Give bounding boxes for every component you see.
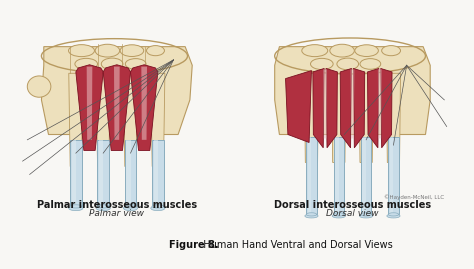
Polygon shape — [332, 73, 346, 162]
Ellipse shape — [123, 206, 137, 211]
Polygon shape — [335, 137, 339, 214]
Polygon shape — [367, 69, 379, 148]
Polygon shape — [103, 65, 130, 150]
Text: Dorsal interosseous muscles: Dorsal interosseous muscles — [274, 200, 431, 210]
Polygon shape — [381, 69, 392, 148]
Polygon shape — [87, 67, 92, 140]
Polygon shape — [76, 65, 103, 150]
Ellipse shape — [96, 206, 110, 211]
Polygon shape — [41, 47, 192, 134]
Polygon shape — [141, 67, 147, 140]
Text: ©Hayden-McNeil, LLC: ©Hayden-McNeil, LLC — [384, 194, 444, 200]
Ellipse shape — [334, 213, 344, 216]
Text: Palmar view: Palmar view — [89, 208, 145, 218]
Ellipse shape — [302, 45, 328, 57]
Ellipse shape — [27, 76, 51, 97]
Ellipse shape — [382, 45, 401, 56]
Polygon shape — [362, 137, 366, 214]
Polygon shape — [334, 137, 344, 214]
Polygon shape — [304, 73, 319, 162]
Ellipse shape — [69, 45, 94, 57]
Polygon shape — [125, 140, 137, 206]
Polygon shape — [114, 67, 119, 140]
Polygon shape — [313, 69, 324, 148]
Ellipse shape — [125, 59, 146, 69]
Polygon shape — [306, 137, 317, 214]
Polygon shape — [99, 140, 103, 206]
Polygon shape — [386, 73, 401, 162]
Ellipse shape — [95, 44, 119, 57]
Polygon shape — [123, 73, 137, 167]
Polygon shape — [361, 137, 371, 214]
Ellipse shape — [361, 213, 371, 216]
Polygon shape — [390, 137, 393, 214]
Ellipse shape — [151, 206, 165, 211]
Ellipse shape — [125, 205, 137, 208]
Polygon shape — [127, 140, 130, 206]
Ellipse shape — [332, 214, 346, 218]
Polygon shape — [340, 69, 352, 148]
Polygon shape — [285, 70, 311, 143]
Polygon shape — [154, 140, 158, 206]
Polygon shape — [72, 140, 76, 206]
Polygon shape — [152, 140, 164, 206]
Polygon shape — [378, 69, 382, 139]
Polygon shape — [275, 47, 430, 134]
Polygon shape — [359, 73, 373, 162]
Ellipse shape — [152, 205, 164, 208]
Polygon shape — [151, 73, 165, 167]
Ellipse shape — [360, 59, 381, 69]
Ellipse shape — [69, 206, 83, 211]
Polygon shape — [96, 73, 110, 167]
Polygon shape — [69, 73, 83, 167]
Ellipse shape — [388, 213, 399, 216]
Text: Figure 8.: Figure 8. — [169, 240, 219, 250]
Ellipse shape — [146, 45, 164, 56]
Ellipse shape — [305, 214, 318, 218]
Polygon shape — [326, 69, 337, 148]
Polygon shape — [351, 69, 355, 139]
Text: Human Hand Ventral and Dorsal Views: Human Hand Ventral and Dorsal Views — [197, 240, 392, 250]
Polygon shape — [388, 137, 399, 214]
Ellipse shape — [359, 214, 373, 218]
Ellipse shape — [387, 214, 400, 218]
Polygon shape — [308, 137, 311, 214]
Text: Palmar interosseous muscles: Palmar interosseous muscles — [37, 200, 197, 210]
Ellipse shape — [75, 58, 98, 70]
Polygon shape — [354, 69, 365, 148]
Ellipse shape — [101, 58, 123, 70]
Ellipse shape — [70, 205, 82, 208]
Polygon shape — [130, 65, 158, 150]
Text: Dorsal view: Dorsal view — [326, 208, 379, 218]
Ellipse shape — [337, 58, 358, 70]
Polygon shape — [70, 140, 82, 206]
Polygon shape — [97, 140, 109, 206]
Ellipse shape — [355, 45, 378, 56]
Ellipse shape — [97, 205, 109, 208]
Ellipse shape — [306, 213, 317, 216]
Ellipse shape — [310, 58, 333, 70]
Ellipse shape — [330, 44, 355, 57]
Ellipse shape — [120, 45, 144, 56]
Polygon shape — [323, 69, 327, 139]
